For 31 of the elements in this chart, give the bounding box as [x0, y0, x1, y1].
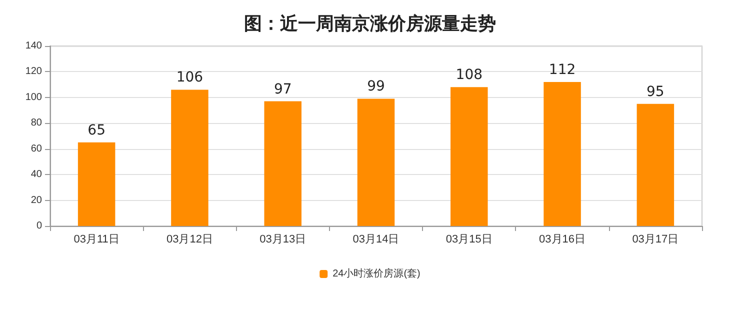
y-tick-label: 120: [25, 66, 42, 78]
bar: [450, 87, 488, 226]
y-tick-label: 100: [25, 92, 42, 103]
y-tick-label: 140: [25, 40, 42, 52]
x-tick-label: 03月16日: [539, 234, 586, 246]
data-label: 99: [367, 78, 385, 95]
data-label: 97: [274, 81, 292, 98]
x-tick-label: 03月17日: [632, 234, 679, 246]
x-tick-label: 03月12日: [166, 234, 213, 246]
y-tick-label: 60: [30, 143, 42, 154]
data-label: 95: [646, 84, 664, 100]
y-tick-label: 80: [30, 118, 42, 129]
bar: [544, 82, 581, 226]
x-tick-label: 03月14日: [352, 234, 400, 246]
y-tick-label: 40: [30, 169, 42, 180]
bar: [78, 142, 116, 226]
bar: [264, 101, 302, 226]
data-label: 112: [548, 62, 576, 78]
chart-title: 图：近一周南京涨价房源量走势: [244, 14, 496, 34]
y-tick-label: 20: [30, 194, 42, 206]
x-tick-label: 03月11日: [74, 234, 120, 246]
bar: [636, 104, 674, 226]
data-label: 108: [456, 67, 483, 84]
bar: [357, 98, 395, 226]
y-tick-label: 0: [36, 220, 42, 232]
legend-label: 24小时涨价房源(套): [332, 268, 420, 280]
x-tick-label: 03月13日: [260, 234, 306, 246]
bar: [171, 90, 208, 226]
x-tick-label: 03月15日: [446, 234, 492, 246]
data-label: 65: [88, 122, 106, 138]
data-label: 106: [176, 70, 204, 86]
